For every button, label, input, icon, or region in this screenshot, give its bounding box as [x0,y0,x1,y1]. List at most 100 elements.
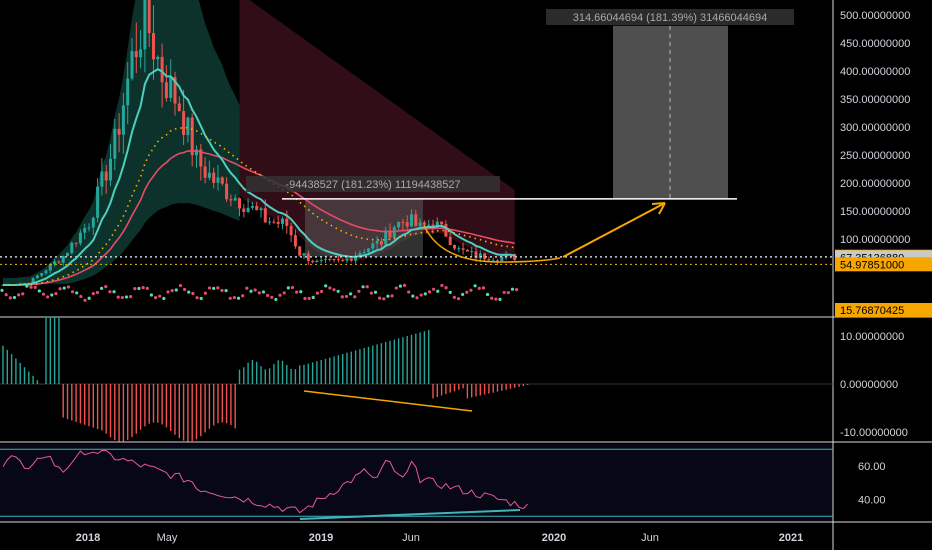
candle-body [315,260,319,263]
candle-body [78,232,82,244]
signal-dot [12,295,17,300]
candle-body [474,251,478,259]
candle-body [375,241,379,244]
signal-dot [303,296,307,301]
candle-body [53,261,57,265]
signal-dot [207,286,212,290]
candle-body [379,241,383,245]
candle-body [289,225,293,236]
signal-dot [340,295,344,299]
signal-dot [415,296,419,300]
signal-dot [485,292,490,297]
candle-body [392,227,396,238]
candle-body [212,172,216,183]
candle-body [268,221,272,223]
candle-body [126,78,130,106]
signal-dot [353,295,357,299]
candle-body [336,259,340,261]
candle-body [109,158,112,181]
signal-dot [402,283,407,287]
price-tick-label: 500.00000000 [840,10,910,22]
candle-body [117,128,121,135]
signal-dot [41,292,46,296]
signal-dot [386,294,390,298]
candle-body [453,244,456,249]
candle-body [113,128,117,159]
signal-dot [465,290,469,294]
candle-body [345,258,349,261]
projection-arrow [562,202,666,258]
candle-body [358,253,362,256]
candle-body [448,236,452,245]
signal-dot [411,294,415,298]
price-pane: -94438527 (181.23%) 11194438527 314.66044… [0,0,833,302]
signal-dot [515,288,519,292]
signal-dot [195,296,199,300]
signal-dot [224,289,228,293]
signal-dot [17,293,21,297]
signal-dot [448,290,452,294]
signal-dot [398,284,402,288]
candle-body [70,242,74,253]
signal-dot [253,288,257,292]
candle-body [203,166,207,178]
candle-body [186,117,190,136]
candle-body [354,255,358,261]
price-axis: 500.00000000 450.00000000 400.00000000 350.… [835,10,932,507]
candle-body [100,171,104,187]
signal-dot [344,294,349,299]
signal-dot [91,292,95,296]
signal-dot [382,297,386,301]
candle-body [435,221,439,229]
candle-body [328,258,332,260]
signal-dot [58,287,62,291]
signal-dot [274,297,278,302]
price-tick-label: 250.00000000 [840,150,910,162]
candle-body [302,253,306,256]
macd-tick-label: 10.00000000 [840,331,904,343]
candle-body [272,221,276,223]
signal-dot [203,291,207,295]
candle-body [465,249,469,252]
candle-body [169,77,173,98]
candle-body [255,206,259,211]
signal-dot [62,286,66,290]
candle-body [66,252,69,256]
candle-body [216,177,220,183]
signal-dot [153,296,158,300]
signal-dot [365,285,369,289]
signal-dot [440,283,444,288]
price-tick-label: 450.00000000 [840,38,910,50]
candle-body [207,172,211,178]
candle-body [199,149,203,167]
candle-body [293,235,297,247]
price-tick-label: 200.00000000 [840,178,910,190]
signal-dot [444,286,448,290]
signal-dot [278,293,282,297]
candle-body [143,0,147,50]
signal-dot [394,286,398,290]
signal-dot [311,295,315,300]
signal-dot [336,289,340,293]
signal-dot [456,297,461,301]
macd-divergence-line [303,390,473,412]
signal-dot [50,293,54,297]
signal-dot [100,286,104,290]
candle-body [306,253,310,261]
candle-body [349,258,353,261]
signal-dot [477,286,481,290]
price-badge-label: 54.97851000 [840,259,904,271]
rsi-trendline [299,509,521,520]
signal-dot [129,295,133,299]
candle-body [384,230,388,245]
candle-body [173,77,177,104]
time-tick-label: 2019 [309,532,333,544]
signal-dot [124,295,129,299]
signal-dot [332,288,336,292]
macd-tick-label: -10.00000000 [840,427,908,439]
signal-dot [37,289,41,293]
price-tick-label: 350.00000000 [840,94,910,106]
candle-body [298,246,302,256]
candle-body [160,56,164,83]
